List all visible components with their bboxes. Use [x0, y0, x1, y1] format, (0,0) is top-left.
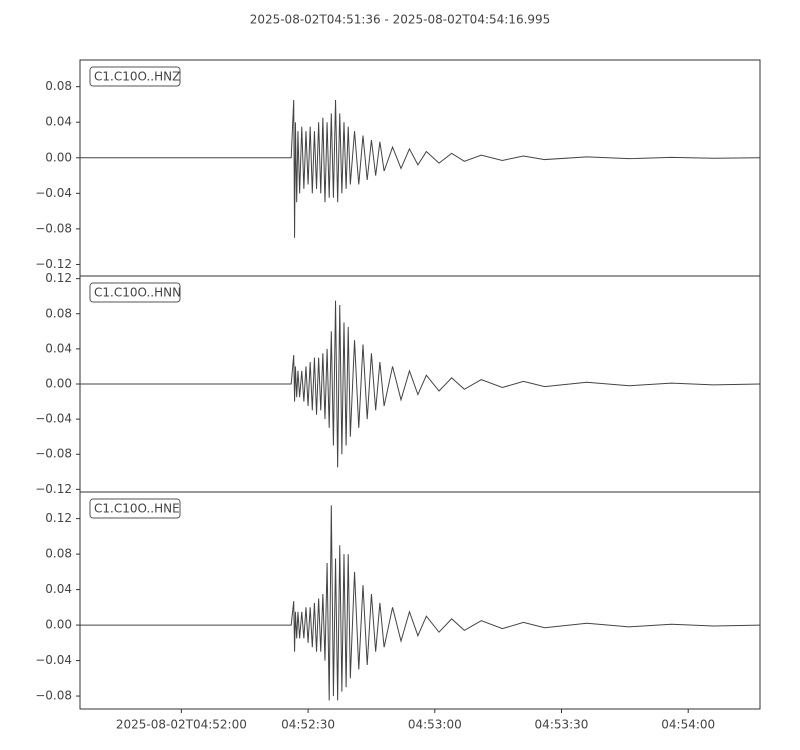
label-box [89, 282, 181, 303]
x-tick-label: 04:54:00 [661, 718, 715, 732]
x-tick-label: 2025-08-02T04:52:00 [116, 718, 247, 732]
x-tick-label: 04:52:30 [281, 718, 335, 732]
y-tick-label: −0.04 [35, 412, 72, 426]
y-tick-label: 0.08 [45, 79, 72, 93]
y-tick-label: 0.08 [45, 306, 72, 320]
waveform [80, 300, 761, 468]
y-tick-label: −0.08 [35, 447, 72, 461]
waveform [80, 505, 761, 701]
y-tick-label: −0.08 [35, 689, 72, 703]
x-tick-label: 04:53:00 [408, 718, 462, 732]
waveform [80, 99, 761, 238]
chart-title: 2025-08-02T04:51:36 - 2025-08-02T04:54:1… [250, 13, 551, 27]
y-tick-label: 0.00 [45, 377, 72, 391]
y-tick-label: −0.08 [35, 221, 72, 235]
y-tick-label: −0.04 [35, 186, 72, 200]
y-tick-label: −0.12 [35, 257, 72, 271]
trace-label: C1.C10O..HNE [94, 502, 180, 516]
frame [79, 491, 761, 710]
trace-label: C1.C10O..HNN [94, 286, 181, 300]
y-tick-label: 0.12 [45, 511, 72, 525]
y-tick-label: 0.00 [45, 618, 72, 632]
x-tick-label: 04:53:30 [535, 718, 589, 732]
y-tick-label: 0.08 [45, 547, 72, 561]
y-tick-label: 0.00 [45, 150, 72, 164]
y-tick-label: 0.12 [45, 271, 72, 285]
label-box [89, 66, 181, 87]
frame [79, 59, 761, 277]
trace-label: C1.C10O..HNZ [94, 70, 180, 84]
y-tick-label: 0.04 [45, 341, 72, 355]
label-box [89, 498, 181, 519]
y-tick-label: −0.04 [35, 653, 72, 667]
y-tick-label: −0.12 [35, 482, 72, 496]
y-tick-label: 0.04 [45, 115, 72, 129]
y-tick-label: 0.04 [45, 582, 72, 596]
